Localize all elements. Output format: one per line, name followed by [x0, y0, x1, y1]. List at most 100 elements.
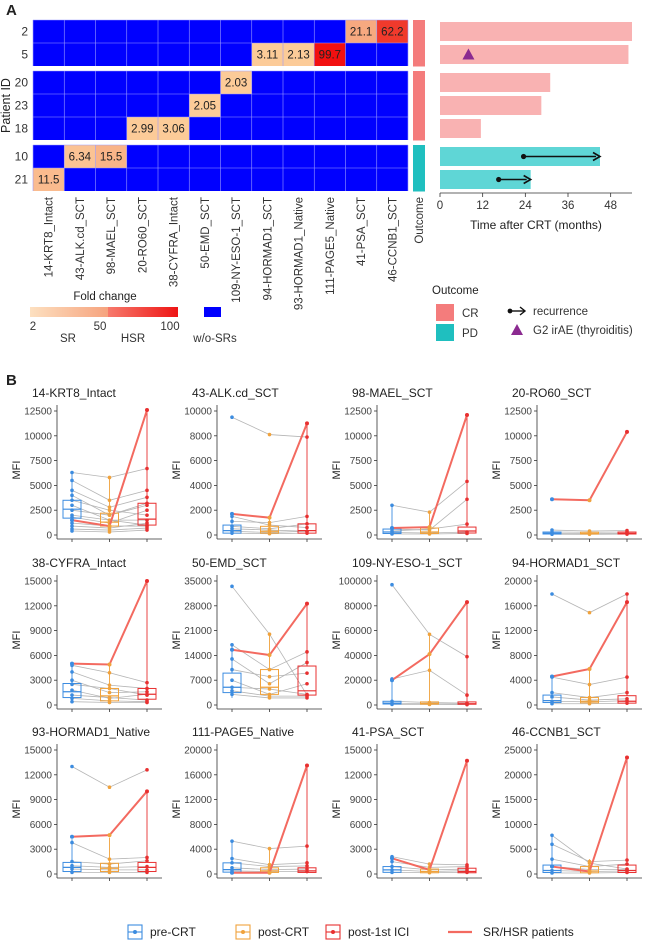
data-point — [70, 678, 74, 682]
y-tick-label: 16000 — [504, 601, 532, 612]
time-axis-tick-label: 12 — [476, 200, 489, 212]
data-point — [267, 523, 272, 527]
outcome-cell — [413, 145, 425, 169]
data-point — [267, 846, 272, 851]
y-tick-label: 20000 — [504, 770, 532, 781]
y-tick-label: 15000 — [344, 746, 372, 757]
y-tick-label: 2500 — [350, 506, 373, 517]
data-point — [305, 531, 309, 535]
heatmap-cell-value: 2.03 — [225, 78, 247, 90]
heatmap-cell — [345, 20, 377, 43]
data-point — [625, 862, 629, 866]
data-point — [230, 657, 234, 661]
data-point — [390, 859, 394, 864]
data-point — [465, 758, 469, 763]
data-point — [230, 667, 234, 672]
heatmap-cell-value: 21.1 — [350, 27, 372, 39]
chart-title: 43-ALK.cd_SCT — [192, 386, 279, 400]
data-point — [70, 840, 74, 845]
data-point — [70, 764, 74, 769]
heatmap-cell-value: 3.11 — [257, 50, 279, 62]
data-point — [145, 508, 149, 512]
outcome-cell — [413, 71, 425, 95]
antigen-label: 14-KRT8_Intact — [44, 196, 56, 277]
y-tick-label: 8000 — [190, 431, 213, 442]
y-tick-label: 16000 — [184, 770, 212, 781]
data-point — [390, 856, 394, 861]
bottom-legend: pre-CRT post-CRT post-1st ICI SR/HSR patien… — [127, 924, 574, 940]
data-point — [145, 692, 149, 697]
data-point — [267, 870, 272, 875]
y-tick-label: 15000 — [504, 795, 532, 806]
data-point — [145, 700, 149, 705]
sr-hsr-patient-line — [71, 790, 148, 838]
data-point — [145, 868, 149, 872]
y-tick-label: 0 — [366, 531, 372, 542]
data-point — [267, 528, 272, 532]
small-multiple-chart: 38-CYFRA_Intact MFI 0 3000 6000 9000 12000 1500… — [11, 556, 162, 712]
data-point — [107, 868, 112, 872]
data-point — [230, 527, 234, 531]
data-point — [107, 662, 112, 667]
data-point — [70, 524, 74, 528]
data-point — [427, 867, 432, 872]
data-point — [390, 678, 394, 683]
data-point — [70, 515, 74, 519]
category-label-sr: SR — [60, 333, 76, 345]
chart-title: 14-KRT8_Intact — [32, 386, 116, 400]
data-point — [145, 686, 149, 691]
time-axis-tick-label: 24 — [519, 200, 532, 212]
chart-title: 94-HORMAD1_SCT — [512, 556, 621, 570]
legend-label: post-CRT — [258, 925, 310, 939]
data-point — [305, 525, 309, 530]
data-point — [107, 865, 112, 870]
data-point — [70, 470, 74, 475]
heatmap-cell — [189, 94, 221, 117]
outcome-cell — [413, 117, 425, 141]
heatmap-cell — [251, 43, 283, 66]
heatmap-cell — [314, 43, 346, 66]
y-tick-label: 12000 — [24, 601, 52, 612]
data-point — [70, 503, 74, 508]
irae-triangle — [462, 48, 475, 60]
data-point — [145, 513, 149, 517]
data-point — [70, 696, 74, 701]
heatmap-cell-value: 62.2 — [381, 27, 403, 39]
data-point — [230, 531, 234, 535]
y-axis-label: MFI — [11, 800, 23, 819]
y-tick-label: 40000 — [344, 651, 372, 662]
data-point — [70, 688, 74, 692]
time-axis-tick-label: 48 — [604, 200, 617, 212]
pd-swatch — [436, 324, 454, 341]
data-point — [465, 497, 469, 502]
data-point — [145, 488, 149, 493]
legend-point — [241, 930, 245, 934]
outcome-cell — [413, 94, 425, 118]
time-axis-tick-label: 0 — [437, 200, 443, 212]
data-point — [465, 870, 469, 875]
data-point — [427, 870, 432, 875]
outcome-cell — [413, 20, 425, 44]
data-point — [390, 864, 394, 869]
y-tick-label: 7500 — [350, 456, 373, 467]
antigen-label: 50-EMD_SCT — [200, 197, 212, 269]
data-point — [145, 518, 149, 522]
data-point — [305, 421, 309, 426]
data-point — [145, 521, 149, 525]
data-point — [550, 833, 554, 838]
data-point — [465, 531, 469, 536]
data-point — [70, 508, 74, 512]
followup-bar — [440, 96, 542, 115]
data-point — [267, 696, 272, 700]
y-tick-label: 10000 — [504, 820, 532, 831]
data-point — [230, 856, 234, 861]
y-tick-label: 12000 — [184, 795, 212, 806]
data-point — [70, 682, 74, 687]
data-point — [107, 475, 112, 480]
followup-bar — [440, 170, 531, 189]
data-point — [427, 702, 432, 707]
y-tick-label: 0 — [366, 870, 372, 881]
y-tick-label: 0 — [46, 701, 52, 712]
data-point — [305, 681, 309, 686]
small-multiple-chart: 111-PAGE5_Native MFI 0 4000 8000 12000 16000 20… — [171, 725, 322, 881]
